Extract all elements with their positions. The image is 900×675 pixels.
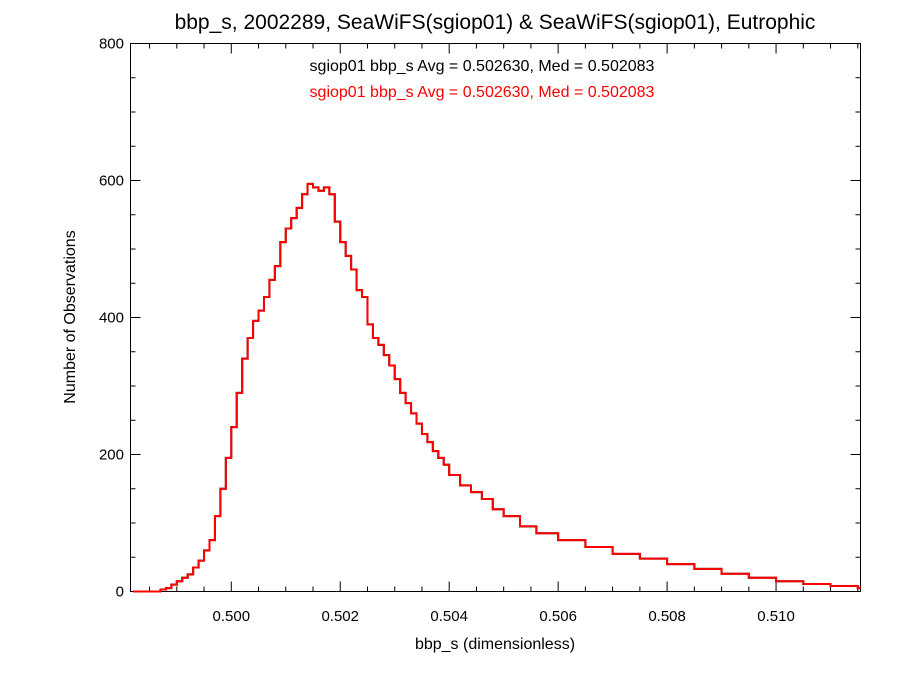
series-layer bbox=[133, 182, 861, 593]
histogram-series-red bbox=[133, 182, 861, 593]
axis-ticks bbox=[130, 43, 861, 592]
x-tick-label: 0.508 bbox=[648, 608, 686, 625]
y-tick-label: 800 bbox=[99, 36, 124, 53]
x-tick-labels: 0.500 0.502 0.504 0.506 0.508 0.510 bbox=[213, 608, 795, 625]
stats-annotation-black: sgiop01 bbp_s Avg = 0.502630, Med = 0.50… bbox=[310, 58, 655, 75]
x-tick-label: 0.500 bbox=[213, 608, 251, 625]
y-tick-label: 0 bbox=[116, 584, 124, 601]
x-tick-label: 0.502 bbox=[321, 608, 359, 625]
y-tick-label: 200 bbox=[99, 447, 124, 464]
x-tick-label: 0.506 bbox=[539, 608, 577, 625]
y-tick-label: 400 bbox=[99, 310, 124, 327]
x-tick-label: 0.504 bbox=[430, 608, 468, 625]
x-axis-label: bbp_s (dimensionless) bbox=[415, 636, 575, 653]
y-tick-label: 600 bbox=[99, 173, 124, 190]
stats-annotation-red: sgiop01 bbp_s Avg = 0.502630, Med = 0.50… bbox=[310, 84, 655, 101]
chart-title: bbp_s, 2002289, SeaWiFS(sgiop01) & SeaWi… bbox=[175, 11, 816, 34]
y-axis-label: Number of Observations bbox=[62, 230, 79, 403]
x-tick-label: 0.510 bbox=[757, 608, 795, 625]
y-tick-labels: 0 200 400 600 800 bbox=[99, 36, 124, 601]
